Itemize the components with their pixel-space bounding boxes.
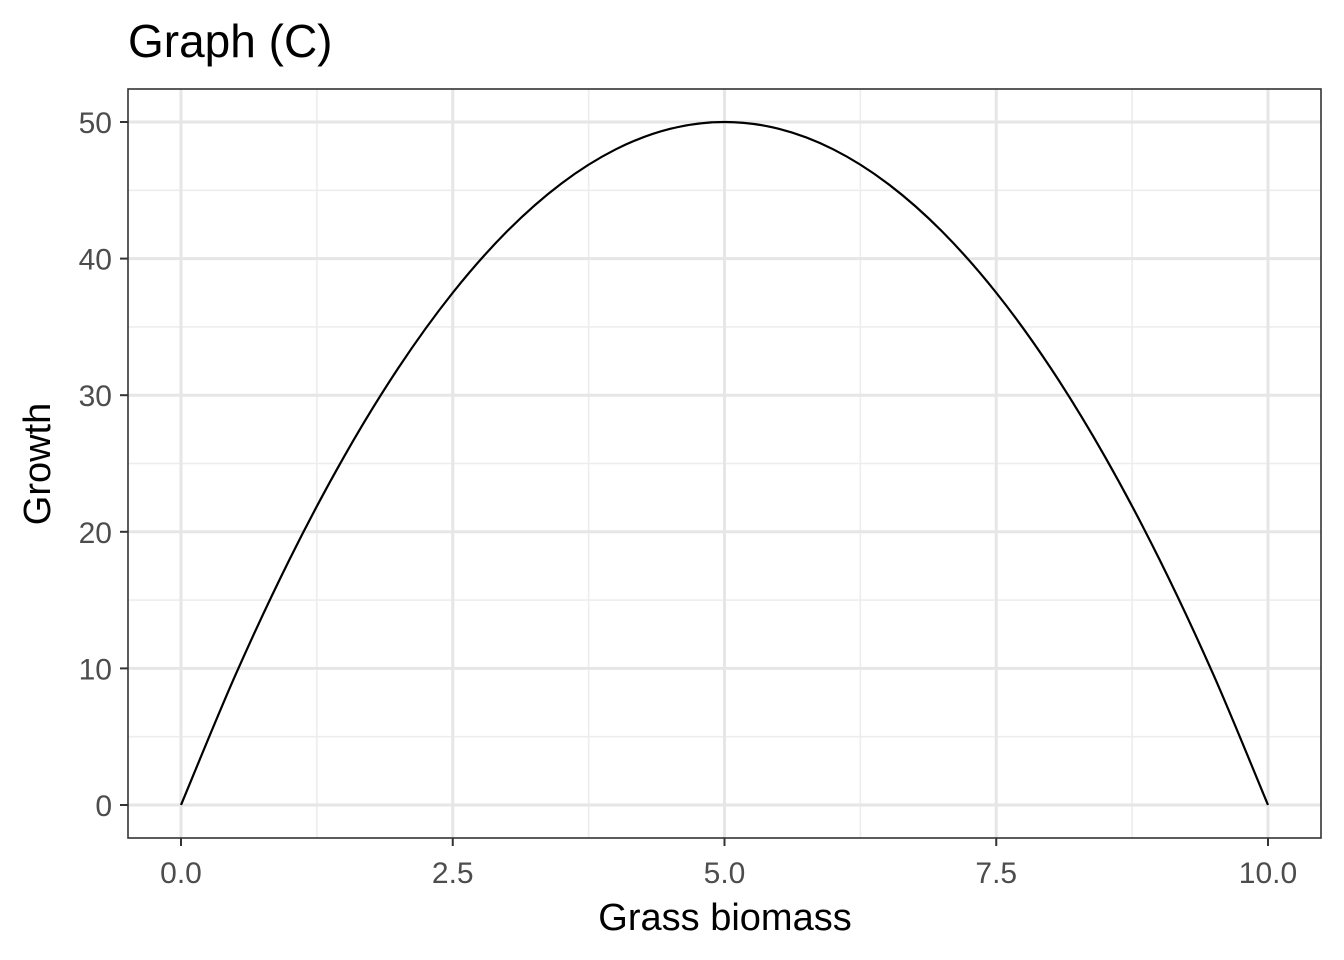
y-tick-label: 20 [79,517,112,550]
series-line-0 [179,120,1270,806]
x-tick-label: 5.0 [704,857,746,890]
y-tick-label: 10 [79,653,112,686]
plot-lines [179,120,1270,806]
x-axis: 0.0 2.5 5.0 7.5 10.0 [160,838,1297,890]
y-tick-label: 30 [79,380,112,413]
y-axis: 0 10 20 30 40 50 [79,107,128,823]
y-tick-label: 50 [79,107,112,140]
x-tick-label: 2.5 [432,857,474,890]
y-tick-label: 0 [95,790,112,823]
y-axis-label: Growth [17,403,59,525]
x-tick-label: 0.0 [160,857,202,890]
y-tick-label: 40 [79,244,112,277]
grid [128,89,1321,838]
x-axis-label: Grass biomass [598,897,851,939]
chart-title: Graph (C) [128,15,332,67]
x-tick-label: 7.5 [975,857,1017,890]
x-tick-label: 10.0 [1239,857,1297,890]
